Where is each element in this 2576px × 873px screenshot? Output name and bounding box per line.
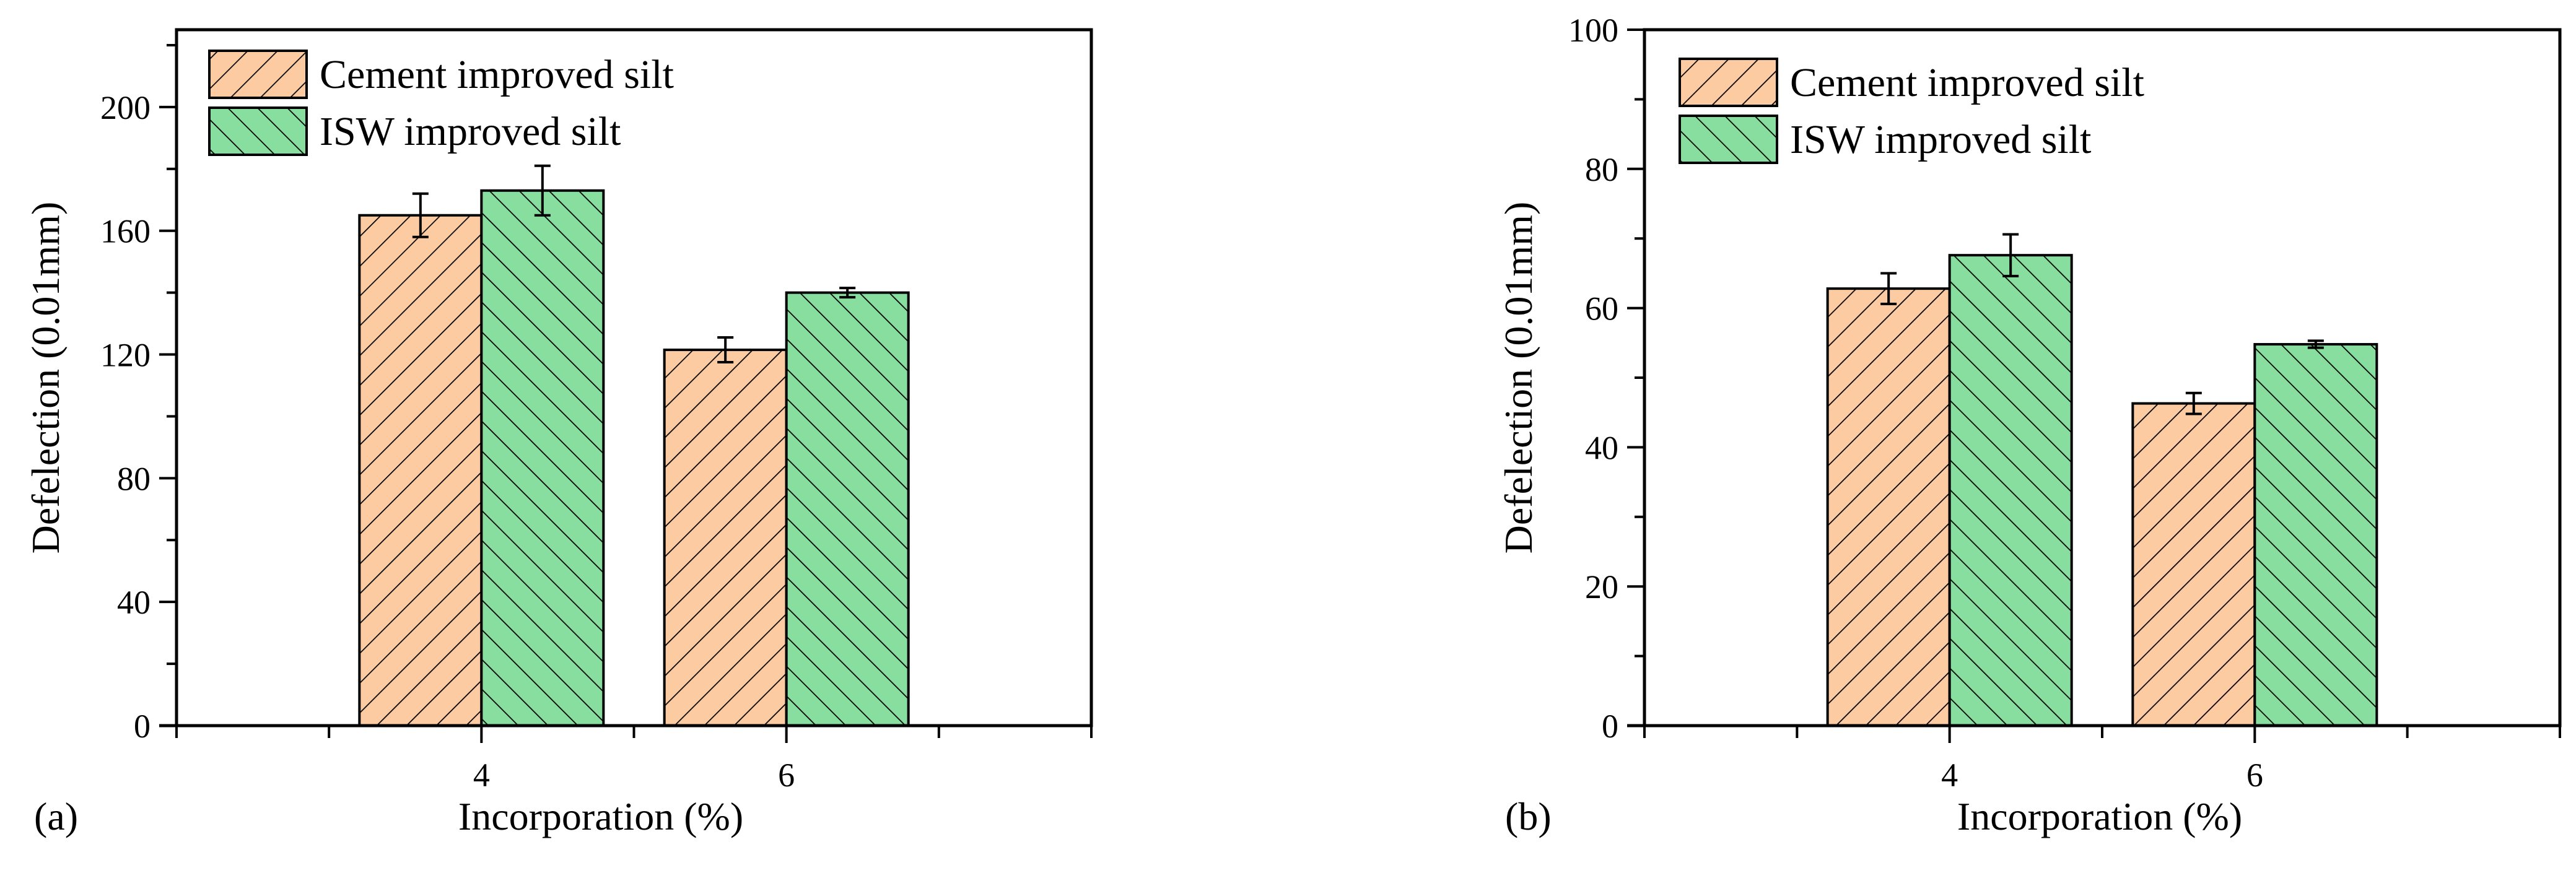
bar-cement-6: [2131, 402, 2256, 727]
legend: Cement improved silt ISW improved silt: [1679, 58, 2144, 164]
y-tick-label: 40: [117, 584, 151, 621]
legend-swatch-isw: [1679, 115, 1778, 164]
bar-cement-4: [358, 214, 483, 727]
bar-cement-6: [663, 349, 788, 727]
legend-swatch-cement: [208, 50, 308, 99]
x-axis-title: Incorporation (%): [1957, 794, 2242, 838]
x-tick-label: 6: [778, 757, 795, 794]
bar-isw-4: [480, 189, 605, 727]
error-bar-cement-6: [717, 336, 734, 364]
legend-label-isw: ISW improved silt: [1790, 117, 2091, 162]
y-tick-label: 0: [1602, 708, 1618, 745]
y-tick-label: 0: [134, 708, 151, 745]
bar-cement-4: [1826, 287, 1951, 727]
legend-swatch-isw: [208, 106, 308, 156]
panel-label: (a): [34, 794, 78, 838]
error-bar-isw-4: [534, 164, 551, 217]
y-tick-label: 80: [1585, 151, 1618, 188]
y-tick-label: 80: [117, 460, 151, 497]
x-axis-title: Incorporation (%): [458, 794, 743, 838]
y-tick-label: 160: [100, 213, 151, 250]
x-tick-label: 4: [473, 757, 490, 794]
y-tick-label: 60: [1585, 290, 1618, 328]
y-tick-label: 120: [100, 337, 151, 374]
x-tick-label: 4: [1941, 757, 1958, 794]
panel-a-chart: 0 40 80 120 160 200 4 6 Incorporation (%) Defelec…: [24, 28, 1093, 838]
bar-isw-4: [1948, 254, 2073, 727]
error-bar-cement-4: [412, 192, 429, 238]
error-bar-isw-6: [2307, 339, 2324, 349]
plot-frame: [175, 28, 1093, 727]
legend-swatch-cement: [1679, 58, 1778, 107]
legend-label-cement: Cement improved silt: [1790, 60, 2144, 105]
error-bar-isw-4: [2002, 233, 2019, 277]
y-axis-title: Defelection (0.01mm): [1496, 202, 1540, 554]
error-bar-cement-6: [2185, 391, 2202, 415]
y-tick-label: 20: [1585, 568, 1618, 606]
plot-frame: [1643, 28, 2562, 727]
legend: Cement improved silt ISW improved silt: [208, 50, 674, 156]
error-bar-cement-4: [1880, 272, 1897, 305]
x-tick-label: 6: [2246, 757, 2263, 794]
legend-label-isw: ISW improved silt: [320, 109, 621, 154]
bar-isw-6: [2253, 343, 2378, 727]
y-tick-label: 40: [1585, 429, 1618, 466]
y-tick-label: 100: [1568, 12, 1618, 49]
bar-isw-6: [785, 291, 910, 727]
y-axis-title: Defelection (0.01mm): [24, 202, 68, 554]
error-bar-isw-6: [839, 287, 856, 299]
legend-label-cement: Cement improved silt: [320, 52, 674, 97]
y-tick-label: 200: [100, 89, 151, 126]
panel-label: (b): [1505, 794, 1552, 838]
